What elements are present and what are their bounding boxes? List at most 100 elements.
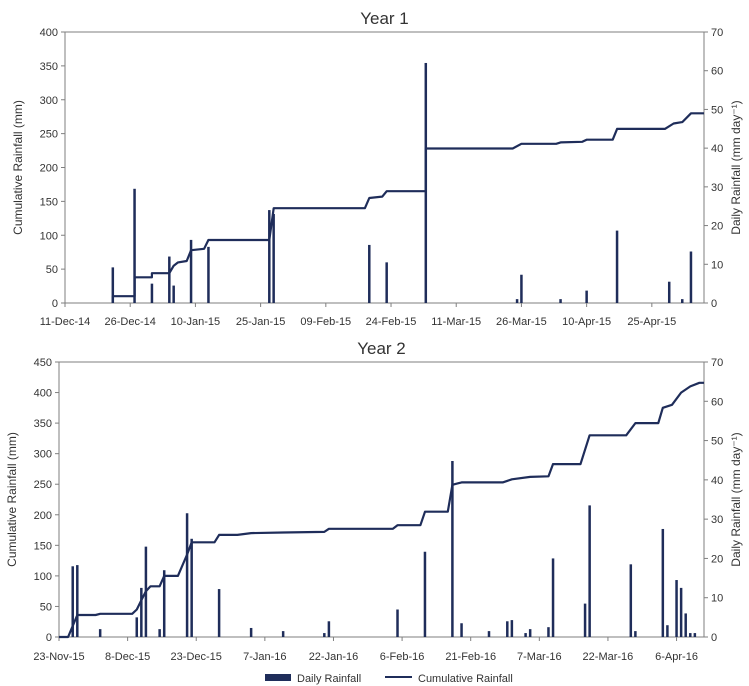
daily-rainfall-bar [520,274,523,303]
daily-rainfall-bar [281,631,285,637]
left-tick-label: 300 [34,449,52,461]
daily-rainfall-bar [559,299,562,303]
daily-rainfall-bar [615,230,619,303]
x-tick-label: 26-Dec-14 [105,316,156,328]
x-tick-label: 6-Feb-16 [380,651,425,663]
x-tick-label: 6-Apr-16 [655,651,698,663]
daily-rainfall-bar [135,617,139,637]
daily-rainfall-bar [679,587,683,637]
left-tick-label: 100 [40,230,58,242]
right-tick-label: 0 [711,298,717,310]
right-tick-label: 40 [711,475,723,487]
left-tick-label: 150 [34,540,52,552]
daily-rainfall-bar [111,267,115,303]
plot-frame [64,31,705,304]
daily-rainfall-bar [510,620,514,637]
left-tick-label: 50 [46,264,58,276]
left-tick-label: 400 [40,27,58,39]
legend-label-daily-rainfall: Daily Rainfall [297,673,361,685]
daily-rainfall-bar [524,633,527,637]
right-tick-label: 50 [711,104,723,116]
daily-rainfall-bar [168,256,171,303]
left-tick-label: 250 [34,479,52,491]
chart-panel-1: Year 1 0 50 100 150 200 250 300 350 400 0 10 20 30 40 5… [11,9,743,328]
daily-rainfall-bar [629,564,633,637]
daily-rainfall-bar [551,558,555,637]
daily-rainfall-bar [272,213,275,303]
daily-rainfall-bar [190,538,193,637]
x-tick-label: 25-Jan-15 [236,316,286,328]
legend-label-cumulative-rainfall: Cumulative Rainfall [418,673,513,685]
daily-rainfall-bar [681,299,684,303]
daily-rainfall-bar [76,565,79,637]
daily-rainfall-bar [162,570,166,637]
daily-rainfall-bar [693,633,697,637]
x-tick-label: 7-Jan-16 [243,651,286,663]
left-tick-label: 350 [40,61,58,73]
chart-title: Year 1 [360,9,409,28]
daily-rainfall-bar [460,623,463,637]
right-tick-label: 10 [711,593,723,605]
daily-rainfall-bar [506,621,509,637]
right-tick-label: 20 [711,221,723,233]
daily-rainfall-bar [71,566,74,637]
daily-rainfall-bar [150,283,154,303]
right-axis-label: Daily Rainfall (mm day⁻¹) [729,432,743,566]
daily-rainfall-bar [323,633,326,637]
daily-rainfall-bar [661,528,665,637]
legend: Daily Rainfall Cumulative Rainfall [265,673,513,685]
left-tick-label: 450 [34,357,52,369]
cumulative-rainfall-line [111,112,704,303]
left-tick-label: 0 [52,298,58,310]
x-tick-label: 10-Apr-15 [562,316,611,328]
daily-rainfall-bar [327,621,331,637]
daily-rainfall-bar [217,589,221,637]
left-tick-label: 100 [34,571,52,583]
x-tick-label: 22-Jan-16 [309,651,359,663]
x-tick-label: 09-Feb-15 [300,316,351,328]
daily-rainfall-bar [98,629,102,637]
left-tick-label: 200 [40,163,58,175]
daily-rainfall-bar [487,631,491,637]
plot-frame [58,361,705,638]
daily-rainfall-bar [689,633,692,637]
daily-rainfall-bar [666,625,669,637]
right-tick-label: 50 [711,436,723,448]
daily-rainfall-bar [185,513,189,637]
left-axis-label: Cumulative Rainfall (mm) [5,432,19,567]
daily-rainfall-bar [385,262,388,303]
daily-rainfall-bar [133,188,136,303]
daily-rainfall-bar [528,629,532,637]
right-tick-label: 30 [711,514,723,526]
right-tick-label: 40 [711,143,723,155]
daily-rainfall-bar [684,613,687,637]
daily-rainfall-bar [583,603,587,637]
daily-rainfall-bar [189,239,193,303]
left-tick-label: 0 [46,632,52,644]
daily-rainfall-bar [396,609,399,637]
daily-rainfall-bar [588,505,591,637]
left-tick-label: 150 [40,196,58,208]
x-tick-label: 21-Feb-16 [445,651,496,663]
x-tick-label: 23-Dec-15 [171,651,222,663]
daily-rainfall-bar [547,627,550,637]
left-tick-label: 300 [40,95,58,107]
daily-rainfall-bar [667,281,671,303]
right-tick-label: 20 [711,553,723,565]
x-tick-label: 25-Apr-15 [627,316,676,328]
right-tick-label: 70 [711,357,723,369]
daily-rainfall-bar [689,251,693,303]
daily-rainfall-bar [268,210,271,303]
daily-rainfall-bar [423,551,427,637]
x-tick-label: 10-Jan-15 [171,316,221,328]
left-axis-label: Cumulative Rainfall (mm) [11,100,25,235]
daily-rainfall-bar [368,244,371,303]
right-axis-label: Daily Rainfall (mm day⁻¹) [729,100,743,234]
x-tick-label: 8-Dec-15 [105,651,150,663]
x-tick-label: 24-Feb-15 [366,316,417,328]
daily-rainfall-bar [207,246,210,303]
chart-title: Year 2 [357,339,406,358]
daily-rainfall-bar [140,587,143,637]
x-tick-label: 23-Nov-15 [33,651,84,663]
daily-rainfall-bar [585,290,588,303]
